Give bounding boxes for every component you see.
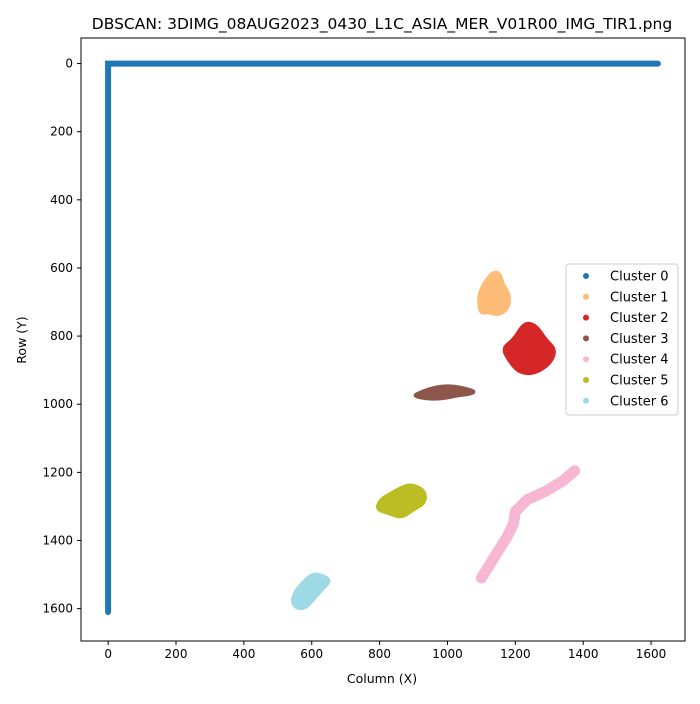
legend-item: Cluster 5 xyxy=(583,374,669,389)
x-tick-label: 1400 xyxy=(568,647,599,661)
y-tick-label: 1600 xyxy=(42,602,73,616)
legend-marker xyxy=(583,397,589,404)
y-tick-label: 200 xyxy=(50,125,73,139)
cluster-2-points xyxy=(502,321,556,376)
y-tick-label: 400 xyxy=(50,193,73,207)
series-cluster-3 xyxy=(413,384,476,401)
legend-marker xyxy=(583,377,589,383)
cluster-1-points xyxy=(477,270,512,317)
legend-item: Cluster 0 xyxy=(583,270,669,285)
legend-box xyxy=(565,263,679,416)
legend-label: Cluster 6 xyxy=(610,394,669,409)
series-cluster-1 xyxy=(477,270,512,317)
cluster-3-points xyxy=(413,384,476,401)
legend-label: Cluster 1 xyxy=(610,290,669,305)
legend-marker xyxy=(583,273,589,279)
x-tick-label: 1200 xyxy=(500,647,531,661)
legend-marker xyxy=(583,335,589,342)
legend: Cluster 0 Cluster 1 Cluster 2 Cluster 3 Clus… xyxy=(565,263,679,416)
legend-item: Cluster 6 xyxy=(583,394,669,409)
x-axis: 0 200 400 600 800 1000 1200 1400 1600 xyxy=(104,641,666,661)
legend-label: Cluster 2 xyxy=(610,311,669,326)
y-tick-label: 600 xyxy=(50,261,73,275)
x-tick-label: 1600 xyxy=(636,647,667,661)
y-axis-label: Row (Y) xyxy=(14,316,29,363)
series-cluster-2 xyxy=(502,321,556,376)
x-axis-label: Column (X) xyxy=(347,671,417,686)
legend-label: Cluster 0 xyxy=(610,270,669,285)
legend-marker xyxy=(583,314,589,321)
y-tick-label: 1200 xyxy=(42,465,73,479)
x-tick-label: 800 xyxy=(368,647,391,661)
legend-item: Cluster 4 xyxy=(583,353,669,368)
cluster-4-points xyxy=(475,465,581,584)
series-cluster-0 xyxy=(105,60,661,615)
y-axis: 0 200 400 600 800 1000 1200 1400 1600 xyxy=(42,57,81,616)
x-tick-label: 200 xyxy=(165,647,188,661)
cluster-5-points xyxy=(376,483,427,519)
x-tick-label: 0 xyxy=(104,647,112,661)
x-tick-label: 1000 xyxy=(432,647,463,661)
legend-item: Cluster 3 xyxy=(583,332,669,347)
series-cluster-5 xyxy=(376,483,427,519)
plot-frame xyxy=(80,37,686,642)
y-tick-label: 800 xyxy=(50,329,73,343)
legend-label: Cluster 3 xyxy=(610,332,669,347)
legend-label: Cluster 5 xyxy=(610,374,669,389)
cluster-0-points xyxy=(105,60,661,615)
x-tick-label: 600 xyxy=(300,647,323,661)
legend-item: Cluster 1 xyxy=(583,290,669,305)
legend-marker xyxy=(583,293,589,300)
y-tick-label: 1400 xyxy=(42,534,73,548)
chart-title: DBSCAN: 3DIMG_08AUG2023_0430_L1C_ASIA_ME… xyxy=(92,15,672,34)
data-layer xyxy=(105,60,661,615)
legend-item: Cluster 2 xyxy=(583,311,669,326)
x-tick-label: 400 xyxy=(232,647,255,661)
legend-label: Cluster 4 xyxy=(610,353,669,368)
cluster-6-points xyxy=(290,572,331,611)
y-tick-label: 1000 xyxy=(42,397,73,411)
series-cluster-4 xyxy=(475,465,581,584)
y-tick-label: 0 xyxy=(65,57,73,71)
legend-marker xyxy=(583,356,589,363)
series-cluster-6 xyxy=(290,572,331,611)
